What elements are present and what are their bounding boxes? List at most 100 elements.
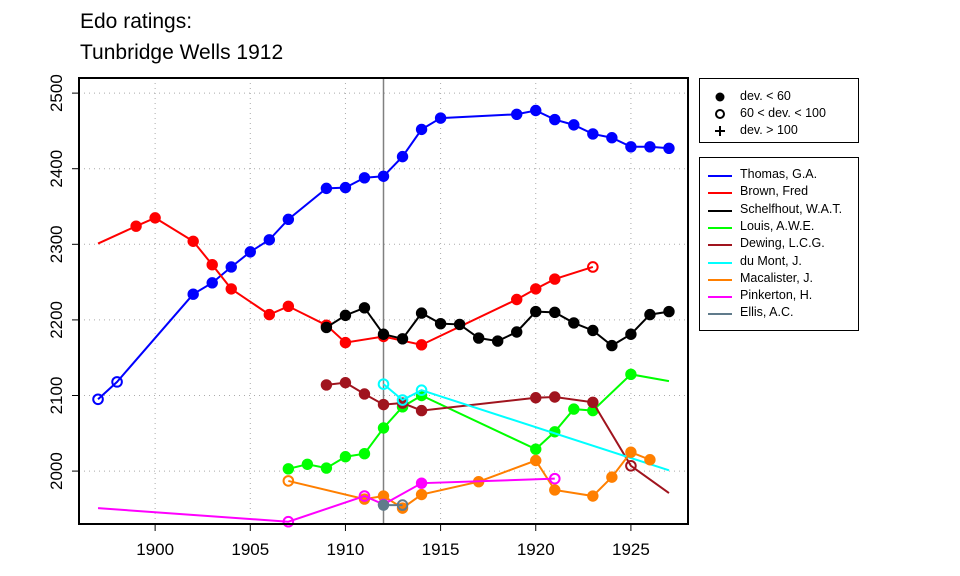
data-point [530, 104, 542, 117]
symbol-legend: dev. < 60 60 < dev. < 100 dev. > 100 [699, 78, 859, 143]
data-point [149, 212, 161, 224]
data-point [644, 308, 656, 321]
data-point [434, 112, 447, 124]
data-point [568, 403, 580, 415]
series-legend-label: Dewing, L.C.G. [740, 236, 825, 251]
x-tick-label: 1915 [422, 540, 460, 559]
series-line [97, 477, 555, 523]
data-point [472, 332, 485, 344]
data-point [282, 213, 295, 226]
data-point [644, 141, 656, 153]
series-schelfhout-w-a-t [320, 302, 675, 352]
data-point [225, 261, 237, 273]
data-point [377, 170, 390, 182]
legend-swatch [708, 209, 732, 212]
y-tick-label: 2500 [47, 74, 66, 112]
data-point [377, 328, 390, 340]
data-point [263, 234, 276, 246]
data-point [530, 454, 542, 467]
plot-frame [78, 77, 689, 525]
data-point [339, 336, 352, 349]
data-point [187, 288, 199, 300]
data-point [377, 499, 390, 511]
series-legend-label: Schelfhout, W.A.T. [740, 201, 843, 216]
data-point [663, 142, 675, 155]
data-point [511, 293, 523, 306]
data-point [377, 422, 390, 434]
series-legend-item: Pinkerton, H. [700, 288, 858, 305]
series-thomas-g-a [92, 104, 675, 406]
symbol-legend-label: dev. > 100 [740, 123, 798, 137]
data-point [358, 172, 371, 184]
series-legend-item: Brown, Fred [700, 184, 858, 201]
series-pinkerton-h [97, 472, 561, 528]
data-point [625, 328, 637, 340]
data-point [206, 277, 218, 289]
chart-title-line-1: Edo ratings: [80, 10, 193, 33]
data-point [625, 446, 637, 458]
data-point [568, 317, 580, 329]
data-point [358, 302, 371, 314]
data-point [263, 308, 276, 321]
legend-swatch [708, 244, 732, 247]
data-point [415, 123, 428, 136]
series-legend-item: Louis, A.W.E. [700, 219, 858, 236]
data-point [339, 451, 352, 463]
series-legend-item: du Mont, J. [700, 254, 858, 271]
data-point [549, 306, 561, 319]
series-macalister-j [282, 446, 656, 514]
legend-swatch [708, 192, 732, 195]
series-legend-label: du Mont, J. [740, 253, 802, 268]
legend-swatch [708, 278, 732, 281]
data-point [282, 463, 295, 475]
data-point [339, 376, 352, 389]
data-point [377, 378, 390, 390]
data-point [530, 443, 542, 455]
x-tick-label: 1925 [612, 540, 650, 559]
data-point [568, 119, 580, 131]
data-point [625, 368, 637, 381]
data-point [587, 128, 599, 140]
data-point [453, 318, 466, 331]
data-point [92, 393, 104, 406]
data-point [548, 472, 561, 485]
series-line [97, 216, 594, 346]
data-point [396, 394, 409, 406]
data-point [320, 379, 333, 391]
data-point [511, 326, 523, 338]
filled-circle-icon [715, 92, 725, 102]
data-point [491, 335, 504, 347]
data-point [206, 259, 218, 271]
symbol-legend-item: dev. < 60 [700, 89, 858, 106]
data-point [225, 283, 237, 295]
data-point [587, 261, 599, 273]
chart-title-line-2: Tunbridge Wells 1912 [80, 41, 284, 64]
data-point [301, 458, 314, 470]
symbol-legend-label: 60 < dev. < 100 [740, 106, 826, 120]
legend-swatch [708, 313, 732, 316]
data-point [606, 132, 618, 144]
series-legend-label: Macalister, J. [740, 270, 813, 285]
data-point [396, 150, 409, 163]
data-point [282, 300, 295, 312]
x-tick-label: 1910 [327, 540, 365, 559]
data-point [282, 515, 295, 528]
symbol-legend-item: 60 < dev. < 100 [700, 106, 858, 123]
x-tick-label: 1900 [136, 540, 174, 559]
series-legend-label: Brown, Fred [740, 184, 809, 199]
y-tick-label: 2200 [47, 301, 66, 339]
y-tick-label: 2000 [47, 452, 66, 490]
legend-swatch [708, 175, 732, 177]
data-point [415, 339, 428, 351]
series-ellis-a-c [377, 499, 409, 511]
data-point [606, 339, 618, 352]
data-point [130, 220, 142, 232]
series-brown-fred [97, 212, 599, 351]
symbol-legend-item: dev. > 100 [700, 123, 858, 140]
data-point [358, 388, 371, 400]
series-legend-item: Dewing, L.C.G. [700, 236, 858, 253]
data-point [377, 398, 390, 411]
data-point [244, 246, 256, 258]
plus-icon [715, 126, 725, 136]
data-point [396, 397, 409, 409]
